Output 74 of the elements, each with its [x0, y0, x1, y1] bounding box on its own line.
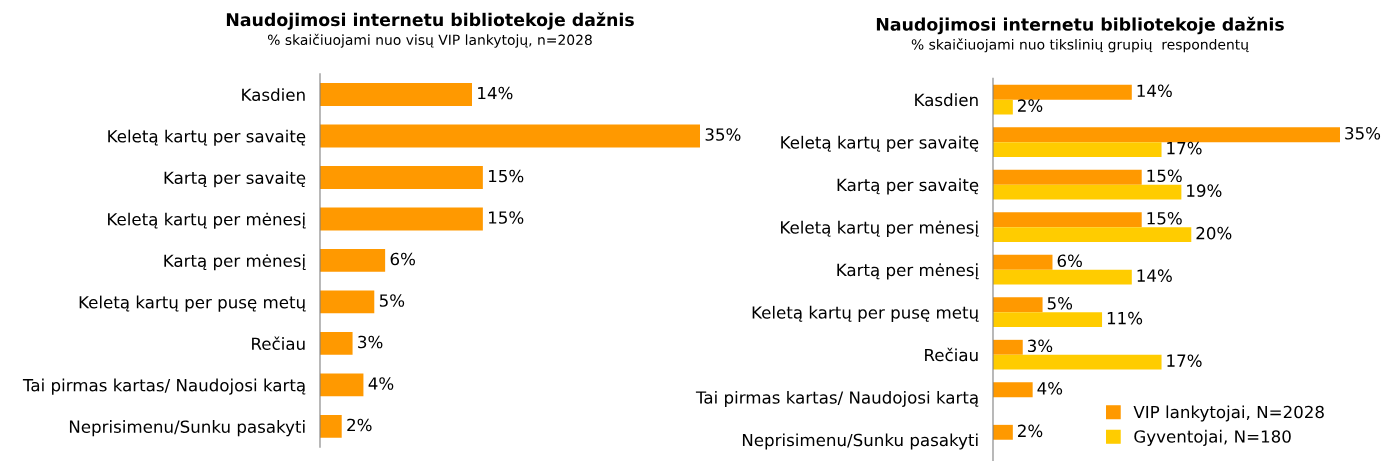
data-label: 15% — [1147, 169, 1182, 183]
data-label: 14% — [478, 86, 513, 100]
data-label: 5% — [379, 294, 405, 307]
data-label: 15% — [489, 169, 524, 183]
bar — [993, 382, 1033, 398]
bar — [320, 124, 700, 148]
legend-label: Gyventojai, N=180 — [1134, 429, 1291, 446]
y-tick-label: Keletą kartų per pusę metų — [79, 295, 306, 312]
bar — [993, 169, 1142, 185]
y-tick-label: Keletą kartų per savaitę — [108, 129, 306, 146]
data-label: 5% — [1047, 296, 1073, 310]
data-label: 19% — [1187, 184, 1222, 197]
data-label: 15% — [1147, 211, 1182, 225]
data-label: 11% — [1107, 311, 1143, 325]
y-tick-label: Kartą per savaitę — [837, 178, 979, 195]
y-tick-label: Tai pirmas kartas/ Naudojosi kartą — [695, 390, 979, 408]
bar — [320, 290, 375, 314]
bar — [993, 227, 1192, 243]
data-label: 35% — [1345, 126, 1381, 140]
data-label: 35% — [705, 128, 741, 141]
data-label: 14% — [1137, 84, 1172, 98]
bar — [320, 83, 472, 106]
bar — [993, 142, 1162, 158]
data-label: 17% — [1167, 141, 1202, 155]
y-tick-label: Keletą kartų per pusę metų — [752, 305, 979, 322]
y-tick-label: Tai pirmas kartas/ Naudojosi kartą — [22, 378, 306, 395]
y-tick-label: Kartą per mėnesį — [164, 254, 306, 271]
bar — [320, 415, 342, 438]
bar — [993, 339, 1023, 355]
data-label: 4% — [1037, 382, 1063, 395]
bar — [993, 354, 1162, 370]
data-label: 15% — [489, 211, 524, 224]
bar — [993, 184, 1182, 200]
data-label: 6% — [1057, 254, 1082, 268]
y-tick-label: Kartą per mėnesį — [837, 263, 979, 280]
bar — [320, 332, 353, 355]
data-label: 3% — [1027, 339, 1053, 353]
data-label: 4% — [368, 377, 394, 390]
y-tick-label: Kasdien — [915, 93, 978, 107]
chart-subtitle: % skaičiuojami nuo tikslinių grupių respondentų — [911, 38, 1249, 53]
y-tick-label: Kartą per savaitę — [164, 171, 306, 188]
y-tick-label: Neprisimenu/Sunku pasakyti — [742, 433, 978, 450]
bar — [320, 207, 483, 231]
data-label: 3% — [358, 335, 383, 349]
chart-subtitle: % skaičiuojami nuo visų VIP lankytojų, n=2028 — [267, 33, 592, 48]
bar — [320, 249, 386, 272]
bar — [993, 254, 1053, 270]
y-tick-label: Keletą kartų per mėnesį — [781, 220, 979, 237]
data-label: 2% — [347, 418, 372, 432]
legend-label: VIP lankytojai, N=2028 — [1133, 405, 1324, 422]
y-tick-label: Kasdien — [242, 88, 305, 102]
bar — [993, 424, 1013, 440]
bar — [993, 84, 1132, 100]
data-label: 6% — [390, 252, 416, 266]
bar — [993, 99, 1013, 115]
data-label: 14% — [1137, 269, 1172, 282]
data-label: 2% — [1018, 424, 1043, 438]
y-tick-label: Keletą kartų per savaitę — [781, 135, 979, 152]
bar — [993, 297, 1043, 313]
bar — [993, 212, 1142, 228]
data-label: 17% — [1167, 354, 1202, 367]
chart-title: Naudojimosi internetu bibliotekoje dažnis — [876, 16, 1284, 35]
chart-title: Naudojimosi internetu bibliotekoje dažnis — [226, 12, 634, 30]
data-label: 20% — [1196, 226, 1232, 240]
data-label: 2% — [1018, 99, 1043, 112]
bar — [993, 127, 1340, 143]
bar — [320, 373, 364, 397]
bar — [993, 312, 1103, 328]
bar — [320, 166, 483, 189]
y-tick-label: Keletą kartų per mėnesį — [108, 212, 306, 229]
bar — [993, 269, 1132, 285]
y-tick-label: Rečiau — [252, 336, 305, 351]
y-tick-label: Rečiau — [925, 347, 978, 362]
y-tick-label: Neprisimenu/Sunku pasakyti — [69, 420, 305, 437]
